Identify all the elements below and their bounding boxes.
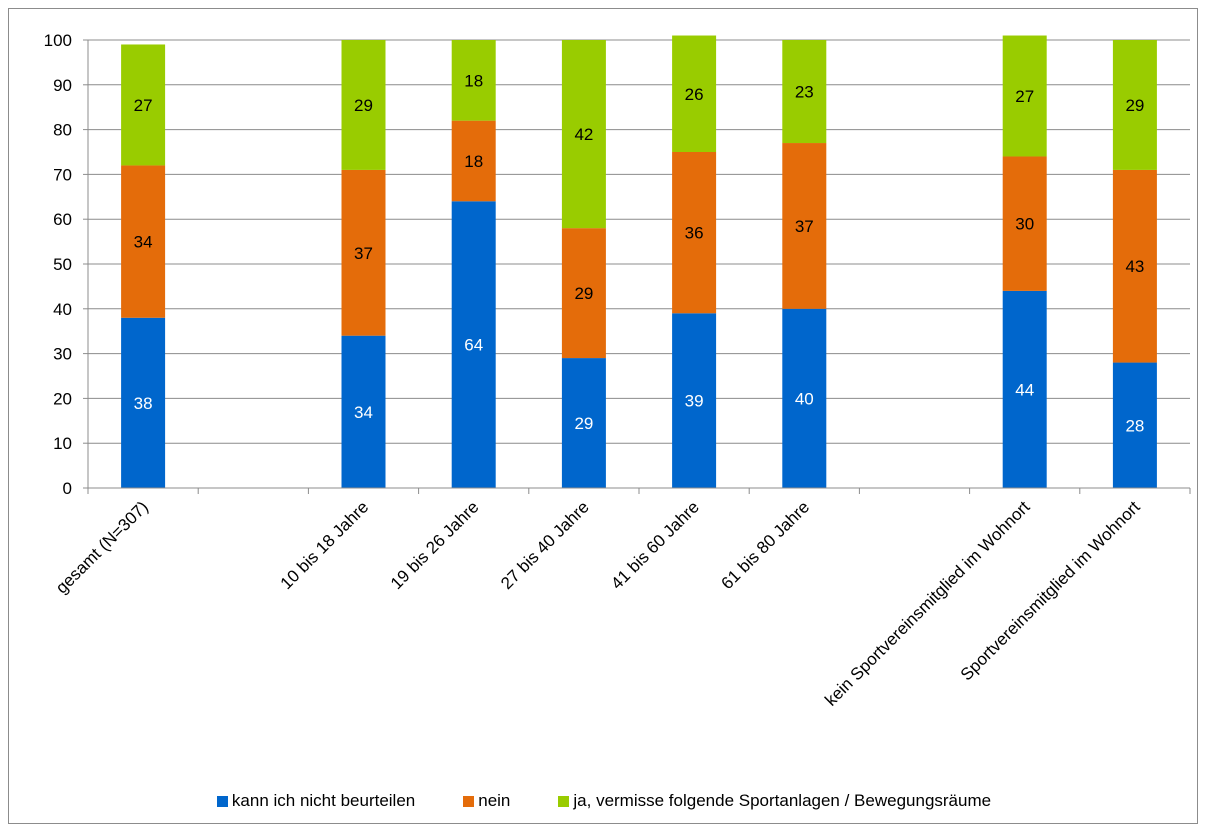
legend-swatch <box>463 795 475 807</box>
bar-segment <box>672 152 717 314</box>
y-tick-label: 90 <box>53 76 72 95</box>
data-label: 44 <box>1015 380 1034 399</box>
bar-segment <box>561 40 606 229</box>
legend-item: nein <box>463 791 510 811</box>
data-label: 36 <box>685 224 704 243</box>
category-label: gesamt (N=307) <box>52 497 152 597</box>
bar-segment <box>1112 169 1157 363</box>
y-tick-label: 100 <box>44 31 72 50</box>
y-tick-label: 60 <box>53 210 72 229</box>
bar-segment <box>561 358 606 488</box>
bar-segment <box>121 165 166 318</box>
bar-segment <box>121 317 166 488</box>
data-label: 23 <box>795 83 814 102</box>
data-label: 39 <box>685 392 704 411</box>
category-label: 19 bis 26 Jahre <box>387 497 483 593</box>
bars <box>121 35 1157 488</box>
bar-segment <box>1002 156 1047 291</box>
y-tick-label: 80 <box>53 121 72 140</box>
legend-swatch <box>558 795 570 807</box>
category-label: 61 bis 80 Jahre <box>717 497 813 593</box>
data-label: 40 <box>795 389 814 408</box>
data-label: 27 <box>1015 87 1034 106</box>
data-label: 34 <box>354 403 373 422</box>
data-label: 42 <box>574 125 593 144</box>
y-tick-label: 10 <box>53 434 72 453</box>
legend-label: nein <box>478 791 511 810</box>
bar-segment <box>1002 35 1047 157</box>
bar-segment <box>782 143 827 309</box>
bar-segment <box>341 169 386 336</box>
category-label: Sportvereinsmitglied im Wohnort <box>957 497 1144 684</box>
bar-segment <box>451 40 496 121</box>
bar-segment <box>672 35 717 152</box>
data-label: 64 <box>464 336 483 355</box>
data-label: 29 <box>354 96 373 115</box>
y-tick-label: 0 <box>63 479 72 498</box>
category-label: 41 bis 60 Jahre <box>607 497 703 593</box>
bar-segment <box>782 308 827 488</box>
y-tick-label: 50 <box>53 255 72 274</box>
y-tick-label: 20 <box>53 389 72 408</box>
data-label: 18 <box>464 152 483 171</box>
legend-item: kann ich nicht beurteilen <box>216 791 416 811</box>
data-label: 38 <box>134 394 153 413</box>
y-tick-label: 40 <box>53 300 72 319</box>
bar-segment <box>782 40 827 144</box>
legend-label: kann ich nicht beurteilen <box>231 791 416 810</box>
bar-segment <box>672 313 717 488</box>
data-label: 26 <box>685 85 704 104</box>
bar-segment <box>1002 290 1047 488</box>
data-label: 29 <box>574 284 593 303</box>
bar-segment <box>341 335 386 488</box>
axes <box>83 39 1191 494</box>
data-label: 43 <box>1125 257 1144 276</box>
bar-segment <box>121 44 166 166</box>
y-tick-label: 70 <box>53 165 72 184</box>
data-label: 30 <box>1015 215 1034 234</box>
data-label: 18 <box>464 71 483 90</box>
category-label: 27 bis 40 Jahre <box>497 497 593 593</box>
legend-item: ja, vermisse folgende Sportanlagen / Bew… <box>558 791 991 811</box>
legend: kann ich nicht beurteilen nein ja, vermiss… <box>0 786 1208 816</box>
data-label: 37 <box>354 244 373 263</box>
data-label: 34 <box>134 233 153 252</box>
bar-segment <box>451 120 496 202</box>
bar-segment <box>341 40 386 170</box>
bar-segment <box>1112 40 1157 170</box>
data-label: 28 <box>1125 416 1144 435</box>
bar-segment <box>451 201 496 488</box>
category-label: kein Sportvereinsmitglied im Wohnort <box>821 497 1034 710</box>
bar-segment <box>561 228 606 359</box>
data-label: 29 <box>1125 96 1144 115</box>
legend-swatch <box>216 795 228 807</box>
data-label: 37 <box>795 217 814 236</box>
data-label: 27 <box>134 96 153 115</box>
legend-label: ja, vermisse folgende Sportanlagen / Bew… <box>573 791 992 810</box>
data-label: 29 <box>574 414 593 433</box>
category-label: 10 bis 18 Jahre <box>277 497 373 593</box>
y-tick-label: 30 <box>53 345 72 364</box>
bar-segment <box>1112 362 1157 488</box>
